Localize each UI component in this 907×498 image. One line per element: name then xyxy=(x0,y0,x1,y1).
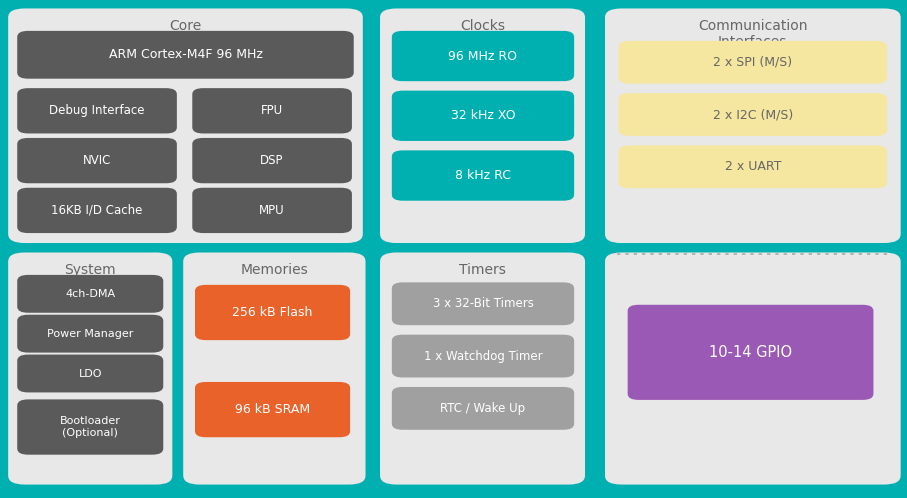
FancyBboxPatch shape xyxy=(183,252,366,485)
FancyBboxPatch shape xyxy=(192,188,352,233)
Text: 2 x I2C (M/S): 2 x I2C (M/S) xyxy=(713,108,793,121)
Text: 2 x UART: 2 x UART xyxy=(725,160,781,173)
Text: 3 x 32-Bit Timers: 3 x 32-Bit Timers xyxy=(433,297,533,310)
FancyBboxPatch shape xyxy=(17,399,163,455)
Text: DSP: DSP xyxy=(260,154,284,167)
FancyBboxPatch shape xyxy=(17,88,177,133)
Text: ARM Cortex-M4F 96 MHz: ARM Cortex-M4F 96 MHz xyxy=(109,48,262,61)
Text: Debug Interface: Debug Interface xyxy=(49,104,145,118)
Text: FPU: FPU xyxy=(261,104,283,118)
FancyBboxPatch shape xyxy=(605,8,901,243)
FancyBboxPatch shape xyxy=(392,31,574,81)
FancyBboxPatch shape xyxy=(17,188,177,233)
FancyBboxPatch shape xyxy=(17,31,354,79)
FancyBboxPatch shape xyxy=(17,315,163,353)
Text: 2 x SPI (M/S): 2 x SPI (M/S) xyxy=(713,56,793,69)
FancyBboxPatch shape xyxy=(8,8,363,243)
Text: 96 kB SRAM: 96 kB SRAM xyxy=(235,403,310,416)
Text: 16KB I/D Cache: 16KB I/D Cache xyxy=(52,204,142,217)
Text: 1 x Watchdog Timer: 1 x Watchdog Timer xyxy=(424,350,542,363)
Text: Clocks: Clocks xyxy=(460,19,505,33)
FancyBboxPatch shape xyxy=(195,382,350,437)
Text: 4ch-DMA: 4ch-DMA xyxy=(65,289,115,299)
FancyBboxPatch shape xyxy=(380,252,585,485)
FancyBboxPatch shape xyxy=(392,387,574,430)
Text: Power Manager: Power Manager xyxy=(47,329,133,339)
FancyBboxPatch shape xyxy=(392,335,574,377)
FancyBboxPatch shape xyxy=(17,275,163,313)
FancyBboxPatch shape xyxy=(17,355,163,392)
FancyBboxPatch shape xyxy=(392,150,574,201)
Text: Memories: Memories xyxy=(240,263,308,277)
Text: NVIC: NVIC xyxy=(83,154,112,167)
FancyBboxPatch shape xyxy=(192,88,352,133)
Text: Core: Core xyxy=(170,19,201,33)
Text: 96 MHz RO: 96 MHz RO xyxy=(448,49,518,63)
FancyBboxPatch shape xyxy=(192,138,352,183)
Text: Timers: Timers xyxy=(459,263,506,277)
Text: 10-14 GPIO: 10-14 GPIO xyxy=(709,345,792,360)
Text: MPU: MPU xyxy=(259,204,285,217)
Text: System: System xyxy=(64,263,116,277)
Text: LDO: LDO xyxy=(79,369,102,378)
Text: Bootloader
(Optional): Bootloader (Optional) xyxy=(60,416,121,438)
Text: RTC / Wake Up: RTC / Wake Up xyxy=(441,402,525,415)
FancyBboxPatch shape xyxy=(392,91,574,141)
FancyBboxPatch shape xyxy=(17,138,177,183)
Text: 256 kB Flash: 256 kB Flash xyxy=(232,306,313,319)
FancyBboxPatch shape xyxy=(8,252,172,485)
FancyBboxPatch shape xyxy=(392,282,574,325)
FancyBboxPatch shape xyxy=(628,305,873,400)
Text: 8 kHz RC: 8 kHz RC xyxy=(455,169,511,182)
FancyBboxPatch shape xyxy=(619,41,887,84)
FancyBboxPatch shape xyxy=(195,285,350,340)
FancyBboxPatch shape xyxy=(619,93,887,136)
FancyBboxPatch shape xyxy=(380,8,585,243)
FancyBboxPatch shape xyxy=(619,145,887,188)
Text: 32 kHz XO: 32 kHz XO xyxy=(451,109,515,123)
Text: Communication
Interfaces: Communication Interfaces xyxy=(698,19,807,49)
FancyBboxPatch shape xyxy=(605,252,901,485)
